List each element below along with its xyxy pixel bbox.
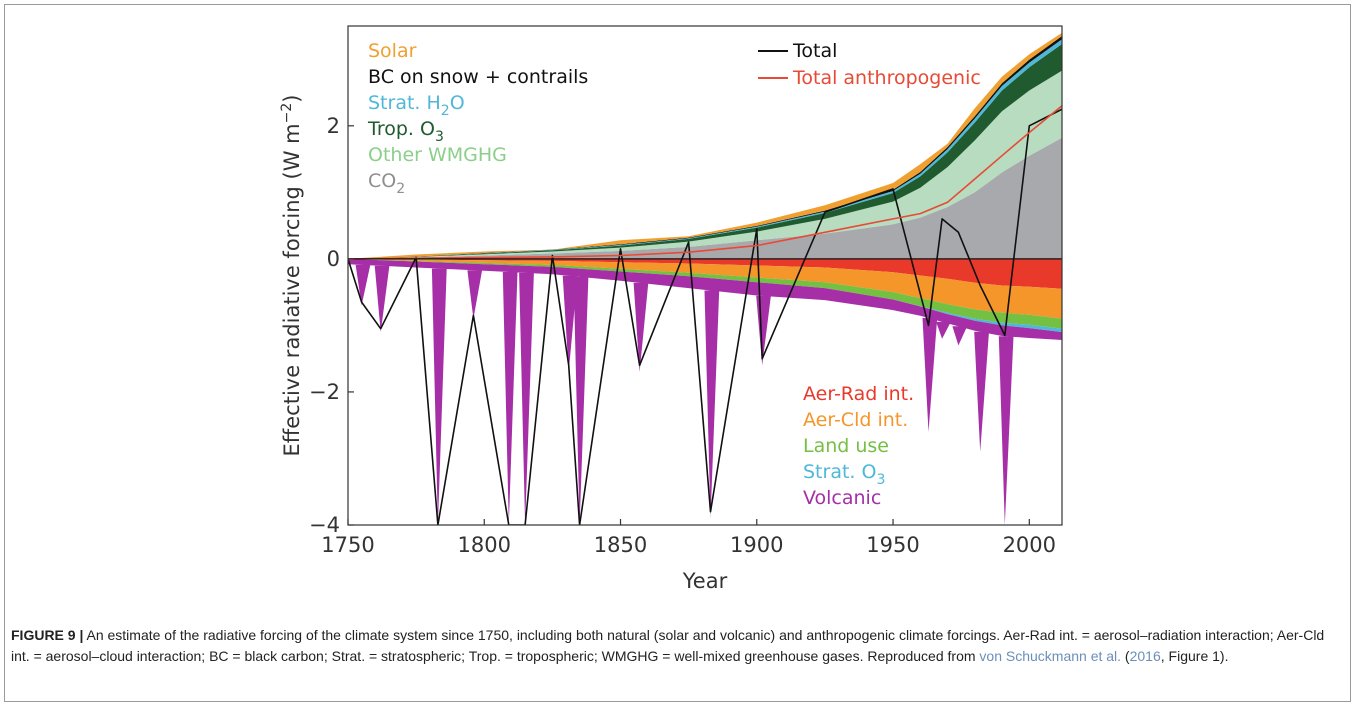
legend-left-co: CO2	[368, 170, 405, 197]
plot-area: 1750 1800 1850 1900 1950 2000 −4 −2 0 2 Year Effect…	[279, 25, 1063, 593]
x-tick-label-1750: 1750	[321, 533, 374, 557]
legend-left-strat-h: Strat. H2O	[368, 92, 465, 119]
legend-right-aer-rad-int: Aer-Rad int.	[803, 383, 914, 405]
line-total-anthropogenic	[348, 105, 1062, 260]
volcanic-spike-1857	[633, 282, 649, 372]
caption-reference-link[interactable]: von Schuckmann et al.	[979, 648, 1122, 664]
volcanic-spike-1796	[467, 270, 483, 319]
positive-area-co2	[348, 137, 1062, 259]
caption-text: An estimate of the radiative forcing of …	[11, 627, 1325, 664]
volcanic-spike-1982	[974, 331, 989, 452]
y-tick-label--4: −4	[309, 513, 340, 537]
caption-text-end: , Figure 1).	[1160, 648, 1229, 664]
volcanic-spike-1968	[936, 321, 951, 339]
volcanic-spike-1809	[502, 272, 518, 525]
legend-left-trop-o: Trop. O3	[367, 118, 444, 145]
figure-caption: FIGURE 9 | An estimate of the radiative …	[11, 625, 1341, 667]
y-tick-label-2: 2	[327, 114, 340, 138]
negative-area-aer-cld-int	[348, 258, 1062, 319]
x-tick-label-1900: 1900	[730, 533, 783, 557]
volcanic-spike-1963	[922, 318, 938, 432]
volcanic-spike-1755	[355, 264, 371, 306]
legend-left-bc-on-snow-contrails: BC on snow + contrails	[368, 66, 588, 88]
legend-right-land-use: Land use	[803, 435, 889, 457]
volcanic-spike-1783	[431, 268, 447, 525]
legend-label-total-anthropogenic: Total anthropogenic	[792, 67, 981, 89]
legend-left-other-wmghg: Other WMGHG	[368, 144, 507, 166]
y-axis-label: Effective radiative forcing (W m−2)	[279, 95, 304, 457]
caption-reference-year-link[interactable]: 2016	[1129, 648, 1161, 664]
radiative-forcing-chart: 1750 1800 1850 1900 1950 2000 −4 −2 0 2 Year Effect…	[279, 25, 1063, 593]
series-layer	[348, 32, 1062, 525]
x-tick-label-2000: 2000	[1003, 533, 1056, 557]
negative-area-volcanic	[348, 258, 1062, 340]
legend-right-strat-o: Strat. O3	[803, 461, 885, 488]
x-tick-label-1850: 1850	[594, 533, 647, 557]
y-tick-label-0: 0	[327, 247, 340, 271]
legend-right-aer-cld-int: Aer-Cld int.	[803, 409, 908, 431]
volcanic-spike-1831	[562, 275, 578, 372]
legend-label-total: Total	[792, 40, 837, 62]
volcanic-spike-1835	[573, 276, 589, 525]
volcanic-spike-1883	[704, 290, 720, 519]
axes-frame	[347, 25, 1063, 526]
negative-area-aer-rad-int	[348, 258, 1062, 289]
volcanic-spike-1991	[998, 336, 1014, 525]
figure-frame	[4, 4, 1351, 702]
y-tick-label--2: −2	[309, 380, 340, 404]
caption-text-paren: (	[1121, 648, 1130, 664]
legend-left-solar: Solar	[368, 40, 417, 62]
caption-label: FIGURE 9 |	[11, 627, 84, 643]
volcanic-spike-1815	[519, 272, 534, 525]
positive-area-other-wmghg	[348, 70, 1062, 259]
legend-right-volcanic: Volcanic	[803, 487, 881, 509]
x-axis-label: Year	[682, 569, 728, 593]
x-tick-label-1800: 1800	[458, 533, 511, 557]
x-tick-label-1950: 1950	[866, 533, 919, 557]
line-total	[348, 108, 1062, 525]
volcanic-spike-1974	[952, 326, 968, 346]
volcanic-spike-1762	[374, 265, 390, 333]
